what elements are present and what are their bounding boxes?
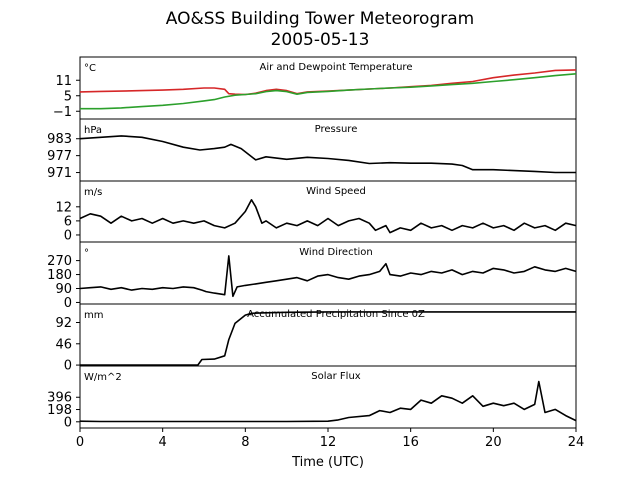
y-tick-label: 270 <box>47 254 72 269</box>
x-tick-label: 12 <box>320 435 337 450</box>
y-tick-label: 6 <box>64 214 72 229</box>
series-line-6-1 <box>79 380 577 423</box>
series-line-5-1 <box>80 311 576 366</box>
chart-title: AO&SS Building Tower Meteorogram <box>166 9 474 29</box>
series-line-3-1 <box>79 199 577 234</box>
y-tick-label: 0 <box>64 359 72 374</box>
panel-2: 971 977 983 hPa Pressure <box>47 118 577 182</box>
series-line-2-1 <box>79 135 576 174</box>
series-line-1-1 <box>79 69 577 96</box>
y-tick-label: 92 <box>55 316 72 331</box>
panel-title: Wind Direction <box>299 247 373 258</box>
x-tick-label: 8 <box>241 435 249 450</box>
x-tick-label: 0 <box>76 435 84 450</box>
x-axis: 0 4 8 12 16 20 24 <box>76 428 584 450</box>
series-line-1-2 <box>80 73 577 110</box>
panel-unit: W/m^2 <box>84 372 122 383</box>
y-tick-label: 46 <box>55 337 72 352</box>
y-tick-label: 198 <box>47 403 72 418</box>
panel-title: Accumulated Precipitation Since 0Z <box>247 309 425 320</box>
x-tick-label: 24 <box>568 435 585 450</box>
panel-title: Air and Dewpoint Temperature <box>260 62 413 73</box>
y-tick-label: 0 <box>64 228 72 243</box>
y-tick-label: 90 <box>55 282 72 297</box>
y-tick-label: 971 <box>47 166 72 181</box>
y-tick-label: −1 <box>53 105 72 120</box>
y-tick-label: 396 <box>47 391 72 406</box>
x-tick-label: 16 <box>402 435 419 450</box>
panel-title: Wind Speed <box>306 186 366 197</box>
panel-unit: m/s <box>84 187 102 198</box>
panel-title: Pressure <box>315 124 358 135</box>
series-line-4-1 <box>79 255 577 298</box>
y-tick-label: 180 <box>47 268 72 283</box>
y-tick-label: 0 <box>64 296 72 311</box>
y-tick-label: 11 <box>55 74 72 89</box>
panel-unit: °C <box>84 63 96 74</box>
panel-title: Solar Flux <box>311 371 361 382</box>
y-tick-label: 977 <box>47 149 72 164</box>
chart-subtitle: 2005-05-13 <box>271 30 370 50</box>
panel-5: 0 46 92 mm Accumulated Precipitation Since 0… <box>55 303 577 374</box>
panel-unit: ° <box>84 248 89 259</box>
y-tick-label: 0 <box>64 415 72 430</box>
x-tick-label: 20 <box>485 435 502 450</box>
x-axis-label: Time (UTC) <box>291 455 364 470</box>
panel-unit: mm <box>84 310 103 321</box>
panel-unit: hPa <box>84 125 102 136</box>
y-tick-label: 12 <box>55 200 72 215</box>
x-tick-label: 4 <box>159 435 167 450</box>
y-tick-label: 5 <box>64 89 72 104</box>
y-tick-label: 983 <box>47 132 72 147</box>
